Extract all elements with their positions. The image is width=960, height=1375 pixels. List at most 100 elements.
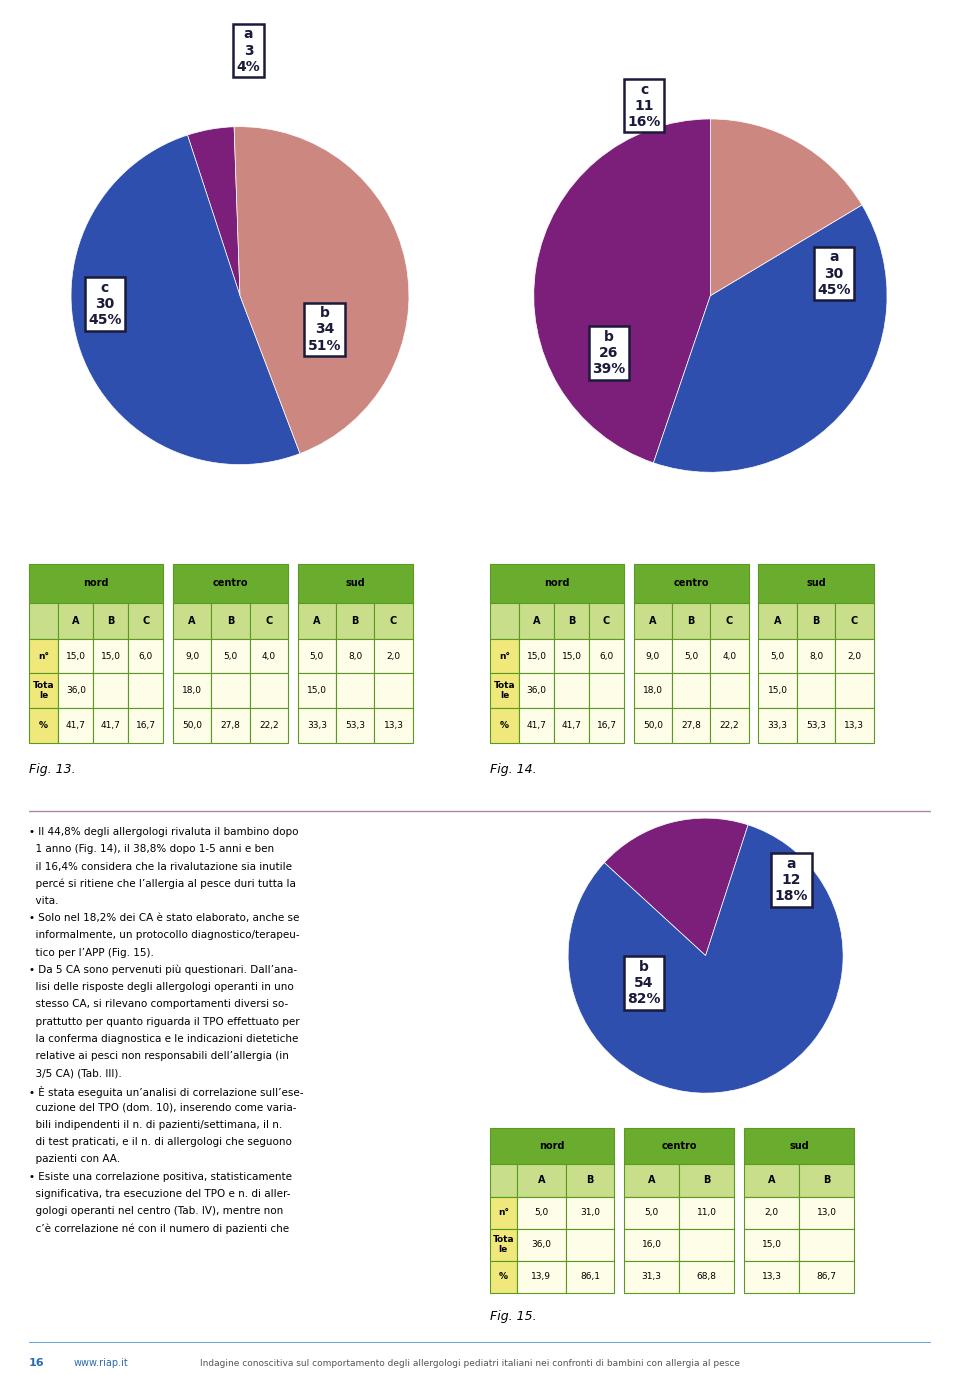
Bar	[519, 639, 554, 674]
Text: 13,9: 13,9	[532, 1272, 551, 1282]
Text: %: %	[500, 720, 509, 730]
Text: percé si ritiene che l’allergia al pesce duri tutta la: percé si ritiene che l’allergia al pesce…	[29, 879, 296, 890]
Text: 16: 16	[29, 1358, 44, 1368]
Text: A: A	[648, 1176, 656, 1185]
Bar	[490, 1229, 517, 1261]
Bar	[797, 674, 835, 708]
Bar	[624, 1163, 680, 1196]
Text: 33,3: 33,3	[768, 720, 787, 730]
Text: a
3
4%: a 3 4%	[236, 28, 260, 74]
Text: 16,7: 16,7	[596, 720, 616, 730]
Text: a
12
18%: a 12 18%	[775, 857, 808, 903]
Text: di test praticati, e il n. di allergologi che seguono: di test praticati, e il n. di allergolog…	[29, 1137, 292, 1147]
Text: centro: centro	[661, 1141, 697, 1151]
Wedge shape	[710, 120, 862, 296]
Text: 15,0: 15,0	[66, 652, 85, 660]
Text: cuzione del TPO (dom. 10), inserendo come varia-: cuzione del TPO (dom. 10), inserendo com…	[29, 1103, 297, 1112]
Bar	[624, 1128, 734, 1163]
Wedge shape	[654, 205, 887, 472]
Bar	[29, 604, 59, 639]
Bar	[744, 1261, 799, 1292]
Bar	[250, 674, 288, 708]
Bar	[589, 639, 624, 674]
Bar	[336, 639, 374, 674]
Bar	[93, 674, 129, 708]
Text: b
26
39%: b 26 39%	[592, 330, 626, 377]
Text: A: A	[72, 616, 80, 626]
Text: sud: sud	[806, 579, 826, 588]
Text: 36,0: 36,0	[66, 686, 85, 696]
Text: 2,0: 2,0	[848, 652, 861, 660]
Text: 27,8: 27,8	[221, 720, 240, 730]
Bar	[59, 674, 93, 708]
Bar	[672, 708, 710, 742]
Text: b
34
51%: b 34 51%	[308, 307, 341, 352]
Text: 22,2: 22,2	[259, 720, 278, 730]
Bar	[744, 1128, 854, 1163]
Text: b
54
82%: b 54 82%	[627, 960, 660, 1006]
Text: 15,0: 15,0	[768, 686, 787, 696]
Text: 5,0: 5,0	[224, 652, 237, 660]
Bar	[336, 674, 374, 708]
Text: bili indipendenti il n. di pazienti/settimana, il n.: bili indipendenti il n. di pazienti/sett…	[29, 1121, 282, 1130]
Text: c
30
45%: c 30 45%	[88, 280, 122, 327]
Text: Indagine conoscitiva sul comportamento degli allergologi pediatri italiani nei c: Indagine conoscitiva sul comportamento d…	[201, 1358, 740, 1368]
Text: 15,0: 15,0	[761, 1240, 781, 1248]
Bar	[490, 604, 519, 639]
Text: B: B	[703, 1176, 710, 1185]
Bar	[336, 708, 374, 742]
Text: 68,8: 68,8	[697, 1272, 717, 1282]
Bar	[835, 639, 874, 674]
Text: 5,0: 5,0	[310, 652, 324, 660]
Bar	[835, 708, 874, 742]
Text: 13,0: 13,0	[817, 1209, 837, 1217]
Bar	[298, 708, 336, 742]
Text: 6,0: 6,0	[599, 652, 613, 660]
Text: 41,7: 41,7	[562, 720, 582, 730]
Bar	[129, 708, 163, 742]
Bar	[29, 708, 59, 742]
Text: significativa, tra esecuzione del TPO e n. di aller-: significativa, tra esecuzione del TPO e …	[29, 1189, 290, 1199]
Bar	[374, 604, 413, 639]
Text: prattutto per quanto riguarda il TPO effettuato per: prattutto per quanto riguarda il TPO eff…	[29, 1016, 300, 1027]
Text: 5,0: 5,0	[684, 652, 698, 660]
Text: B: B	[227, 616, 234, 626]
Bar	[250, 639, 288, 674]
Bar	[173, 708, 211, 742]
Text: www.riap.it: www.riap.it	[74, 1358, 129, 1368]
Text: C: C	[390, 616, 397, 626]
Text: C: C	[603, 616, 611, 626]
Text: B: B	[812, 616, 820, 626]
Text: informalmente, un protocollo diagnostico/terapeu-: informalmente, un protocollo diagnostico…	[29, 931, 300, 941]
Text: Tota
le: Tota le	[492, 1235, 515, 1254]
Text: 9,0: 9,0	[646, 652, 660, 660]
Bar	[554, 639, 589, 674]
Bar	[173, 639, 211, 674]
Bar	[93, 639, 129, 674]
Bar	[589, 674, 624, 708]
Bar	[624, 1261, 680, 1292]
Text: Tota
le: Tota le	[33, 681, 55, 700]
Bar	[565, 1229, 614, 1261]
Text: C: C	[142, 616, 150, 626]
Text: A: A	[774, 616, 781, 626]
Text: B: B	[351, 616, 359, 626]
Bar	[519, 674, 554, 708]
Bar	[799, 1261, 854, 1292]
Bar	[490, 639, 519, 674]
Text: • Il 44,8% degli allergologi rivaluta il bambino dopo: • Il 44,8% degli allergologi rivaluta il…	[29, 828, 299, 837]
Bar	[517, 1229, 565, 1261]
Bar	[211, 674, 250, 708]
Text: pazienti con AA.: pazienti con AA.	[29, 1155, 120, 1165]
Bar	[129, 604, 163, 639]
Bar	[490, 708, 519, 742]
Text: 13,3: 13,3	[761, 1272, 781, 1282]
Text: relative ai pesci non responsabili dell’allergia (in: relative ai pesci non responsabili dell’…	[29, 1050, 289, 1062]
Text: 15,0: 15,0	[527, 652, 546, 660]
Bar	[490, 1128, 614, 1163]
Bar	[758, 639, 797, 674]
Text: nord: nord	[84, 579, 108, 588]
Text: • È stata eseguita un’analisi di correlazione sull’ese-: • È stata eseguita un’analisi di correla…	[29, 1085, 303, 1097]
Bar	[490, 674, 519, 708]
Wedge shape	[568, 825, 843, 1093]
